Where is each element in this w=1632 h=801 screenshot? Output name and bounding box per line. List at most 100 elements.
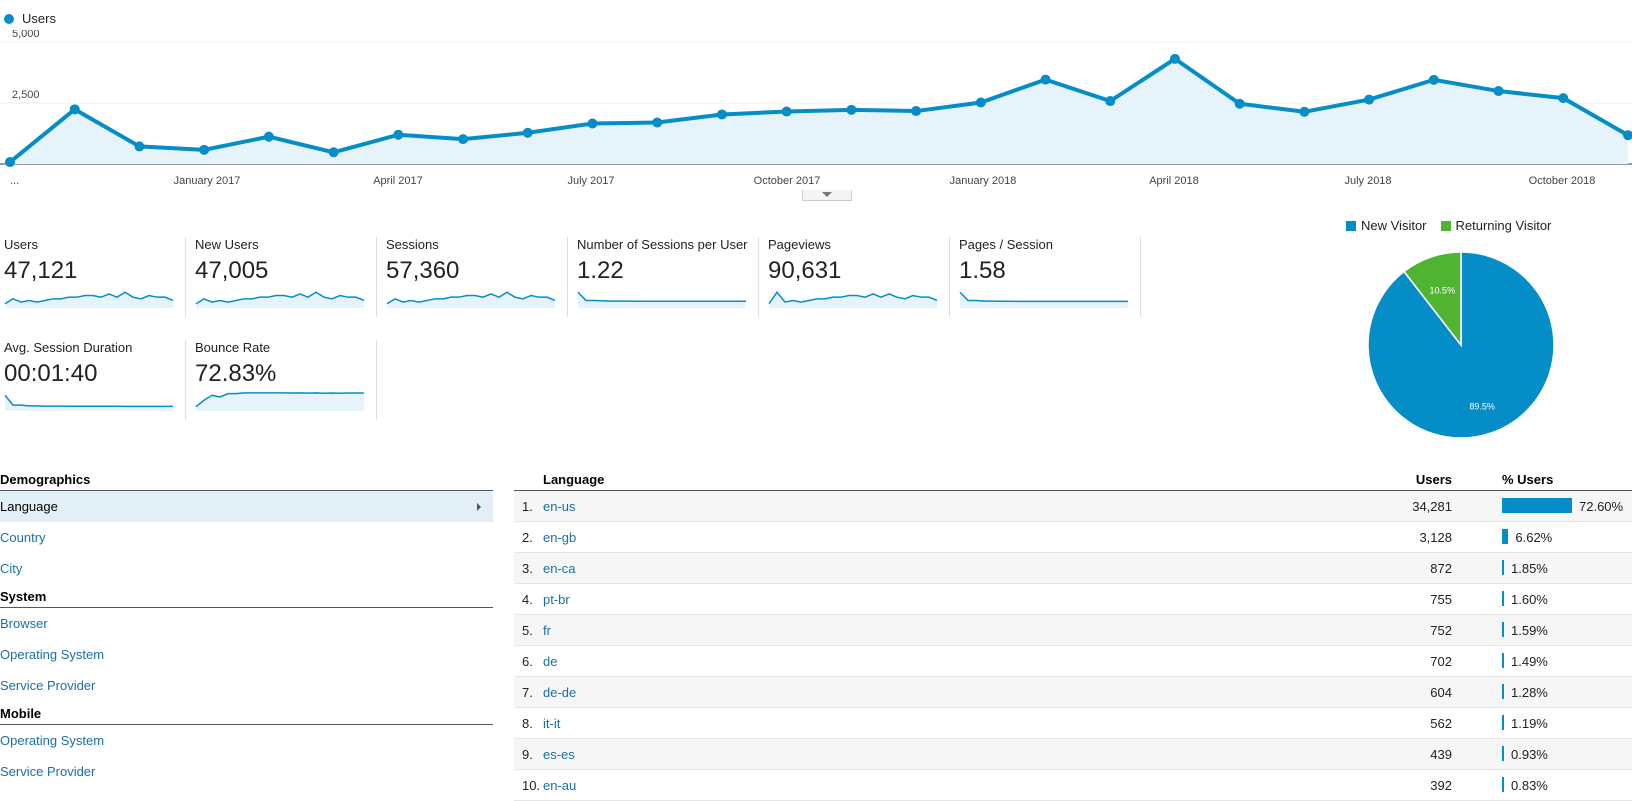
metric-tile[interactable]: Users 47,121 <box>0 237 186 317</box>
pct-value: 6.62% <box>1515 530 1553 545</box>
language-link[interactable]: de-de <box>543 685 577 700</box>
column-header-language[interactable]: Language <box>543 472 605 487</box>
pct-bar <box>1502 746 1504 761</box>
metric-tile[interactable]: Number of Sessions per User 1.22 <box>573 237 759 317</box>
table-row[interactable]: 3. en-ca 872 1.85% <box>514 553 1632 584</box>
metric-tile[interactable]: Pageviews 90,631 <box>764 237 950 317</box>
data-point[interactable] <box>1169 53 1180 64</box>
sparkline-line <box>4 394 173 408</box>
data-point[interactable] <box>975 97 986 108</box>
data-point[interactable] <box>1040 74 1051 85</box>
x-tick-label: ... <box>10 175 19 187</box>
table-row[interactable]: 2. en-gb 3,128 6.62% <box>514 522 1632 553</box>
pie-slice[interactable] <box>1402 251 1462 348</box>
row-rank: 4. <box>522 592 533 607</box>
x-tick-label: April 2017 <box>373 175 423 187</box>
data-point[interactable] <box>393 129 404 140</box>
pct-bar <box>1502 653 1504 668</box>
metric-value: 1.58 <box>959 257 1006 284</box>
data-point[interactable] <box>911 106 922 117</box>
chevron-down-icon[interactable] <box>802 190 852 201</box>
language-link[interactable]: es-es <box>543 747 575 762</box>
data-point[interactable] <box>199 144 210 155</box>
row-rank: 6. <box>522 654 533 669</box>
table-row[interactable]: 7. de-de 604 1.28% <box>514 677 1632 708</box>
chart-legend[interactable]: Users <box>4 11 56 26</box>
language-link[interactable]: fr <box>543 623 551 638</box>
data-point[interactable] <box>652 117 663 128</box>
pct-value: 72.60% <box>1579 499 1624 514</box>
table-row[interactable]: 10. en-au 392 0.83% <box>514 770 1632 801</box>
pct-value: 1.19% <box>1511 716 1548 731</box>
data-point[interactable] <box>1623 130 1632 141</box>
metric-tile[interactable]: Bounce Rate 72.83% <box>191 340 377 420</box>
data-point[interactable] <box>458 134 469 145</box>
data-point[interactable] <box>5 157 15 168</box>
language-link[interactable]: pt-br <box>543 592 570 607</box>
row-rank: 8. <box>522 716 533 731</box>
data-point[interactable] <box>1558 93 1569 104</box>
data-point[interactable] <box>1428 74 1439 85</box>
table-row[interactable]: 9. es-es 439 0.93% <box>514 739 1632 770</box>
data-point[interactable] <box>1234 98 1245 109</box>
data-point[interactable] <box>134 141 145 152</box>
metric-tile[interactable]: Avg. Session Duration 00:01:40 <box>0 340 186 420</box>
data-point[interactable] <box>587 118 598 129</box>
language-link[interactable]: en-gb <box>543 530 577 545</box>
table-row[interactable]: 4. pt-br 755 1.60% <box>514 584 1632 615</box>
sparkline-area <box>960 292 1128 308</box>
nav-item-mobile-service-provider[interactable]: Service Provider <box>0 764 96 779</box>
data-point[interactable] <box>1299 106 1310 117</box>
metric-value: 47,005 <box>195 257 269 284</box>
column-header-pct-users[interactable]: % Users <box>1502 472 1554 487</box>
metric-sparkline <box>386 291 556 308</box>
data-point[interactable] <box>1105 96 1116 107</box>
nav-item-browser[interactable]: Browser <box>0 616 48 631</box>
sparkline-area <box>196 392 364 411</box>
series-line-users <box>8 56 1629 164</box>
sparkline-area <box>5 395 173 411</box>
table-row[interactable]: 5. fr 752 1.59% <box>514 615 1632 646</box>
legend-new-visitor[interactable]: New Visitor <box>1346 218 1427 233</box>
table-row[interactable]: 8. it-it 562 1.19% <box>514 708 1632 739</box>
x-tick-label: October 2017 <box>754 175 821 187</box>
metric-tile[interactable]: Sessions 57,360 <box>382 237 568 317</box>
data-point[interactable] <box>328 147 339 158</box>
legend-returning-visitor[interactable]: Returning Visitor <box>1440 218 1551 233</box>
nav-item-country[interactable]: Country <box>0 530 46 545</box>
data-point[interactable] <box>69 104 80 115</box>
data-point[interactable] <box>1364 94 1375 105</box>
sparkline-area <box>769 292 937 308</box>
nav-item-language[interactable]: Language <box>0 491 493 522</box>
pct-bar <box>1502 777 1504 792</box>
data-point[interactable] <box>781 106 792 117</box>
row-rank: 2. <box>522 530 533 545</box>
users-value: 562 <box>1430 716 1452 731</box>
pct-value: 1.28% <box>1511 685 1548 700</box>
data-point[interactable] <box>263 131 274 142</box>
nav-item-city[interactable]: City <box>0 561 23 576</box>
language-link[interactable]: en-ca <box>543 561 576 576</box>
nav-heading-mobile: Mobile <box>0 704 493 725</box>
language-table: Language Users % Users 1. en-us 34,281 72.6… <box>514 470 1632 801</box>
data-point[interactable] <box>1493 86 1504 97</box>
language-link[interactable]: en-au <box>543 778 577 793</box>
table-row[interactable]: 6. de 702 1.49% <box>514 646 1632 677</box>
nav-item-operating-system[interactable]: Operating System <box>0 647 105 662</box>
data-point[interactable] <box>846 104 857 115</box>
language-link[interactable]: en-us <box>543 499 576 514</box>
pct-bar <box>1502 715 1504 730</box>
metric-tile[interactable]: Pages / Session 1.58 <box>955 237 1141 317</box>
metric-tile[interactable]: New Users 47,005 <box>191 237 377 317</box>
metric-value: 47,121 <box>4 257 78 284</box>
sparkline-line <box>577 291 746 303</box>
table-row[interactable]: 1. en-us 34,281 72.60% <box>514 491 1632 522</box>
nav-item-service-provider[interactable]: Service Provider <box>0 678 96 693</box>
language-link[interactable]: de <box>543 654 558 669</box>
language-link[interactable]: it-it <box>543 716 561 731</box>
pct-bar <box>1502 560 1504 575</box>
nav-item-mobile-operating-system[interactable]: Operating System <box>0 733 105 748</box>
column-header-users[interactable]: Users <box>1415 472 1452 487</box>
data-point[interactable] <box>522 127 533 138</box>
data-point[interactable] <box>716 109 727 120</box>
